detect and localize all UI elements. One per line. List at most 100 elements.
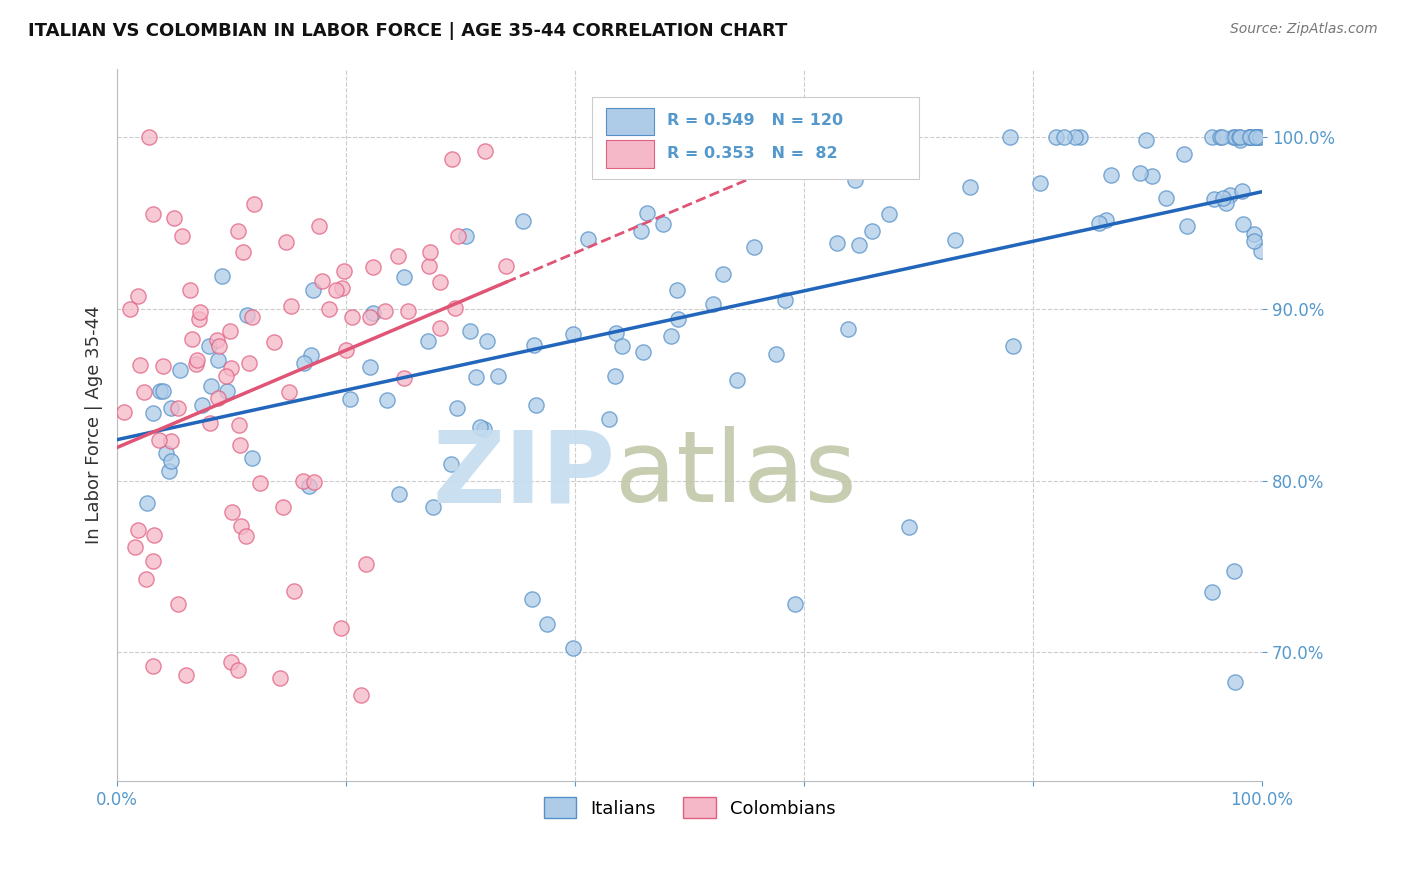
- Point: [422, 500, 444, 514]
- Point: [388, 487, 411, 501]
- Point: [827, 235, 849, 250]
- Point: [226, 663, 249, 677]
- Point: [877, 207, 900, 221]
- Point: [240, 310, 263, 324]
- Point: [464, 369, 486, 384]
- Point: [1045, 130, 1067, 145]
- FancyBboxPatch shape: [606, 108, 654, 135]
- Point: [238, 356, 260, 370]
- Point: [576, 231, 599, 245]
- Point: [1239, 130, 1261, 145]
- Point: [524, 398, 547, 412]
- Point: [474, 422, 496, 436]
- Point: [1001, 339, 1024, 353]
- Point: [998, 130, 1021, 145]
- Point: [363, 306, 385, 320]
- Point: [1201, 130, 1223, 145]
- Point: [135, 496, 157, 510]
- Point: [159, 454, 181, 468]
- Point: [325, 283, 347, 297]
- Point: [446, 401, 468, 415]
- Point: [1232, 217, 1254, 231]
- Point: [1247, 130, 1270, 145]
- Point: [1140, 169, 1163, 184]
- Point: [374, 304, 396, 318]
- Point: [215, 369, 238, 384]
- Point: [520, 592, 543, 607]
- Point: [359, 359, 381, 374]
- Point: [278, 384, 301, 399]
- Point: [1244, 130, 1267, 145]
- Point: [332, 263, 354, 277]
- Point: [1229, 133, 1251, 147]
- Point: [142, 207, 165, 221]
- Point: [1222, 130, 1244, 145]
- Point: [1227, 130, 1250, 145]
- Point: [142, 406, 165, 420]
- Point: [1029, 176, 1052, 190]
- Point: [361, 260, 384, 274]
- Point: [943, 233, 966, 247]
- Point: [1209, 130, 1232, 145]
- Point: [1239, 130, 1261, 145]
- Point: [339, 392, 361, 406]
- Point: [443, 301, 465, 315]
- Point: [416, 334, 439, 349]
- Point: [844, 173, 866, 187]
- Point: [292, 474, 315, 488]
- Point: [440, 153, 463, 167]
- Point: [561, 641, 583, 656]
- Point: [166, 401, 188, 415]
- Point: [298, 479, 321, 493]
- Text: atlas: atlas: [616, 426, 856, 523]
- Point: [349, 688, 371, 702]
- Point: [243, 197, 266, 211]
- Point: [598, 411, 620, 425]
- Point: [152, 384, 174, 398]
- Point: [191, 398, 214, 412]
- Point: [1223, 675, 1246, 690]
- Point: [263, 334, 285, 349]
- Point: [159, 401, 181, 416]
- Point: [207, 338, 229, 352]
- Point: [283, 583, 305, 598]
- Point: [630, 224, 652, 238]
- Point: [1222, 564, 1244, 578]
- Point: [112, 405, 135, 419]
- Point: [1244, 130, 1267, 145]
- Point: [211, 269, 233, 284]
- Point: [523, 338, 546, 352]
- FancyBboxPatch shape: [606, 140, 654, 168]
- Point: [1204, 192, 1226, 206]
- Point: [1211, 130, 1233, 145]
- Point: [1239, 130, 1261, 145]
- Point: [198, 339, 221, 353]
- Point: [219, 361, 242, 376]
- FancyBboxPatch shape: [592, 97, 918, 179]
- Point: [152, 359, 174, 373]
- Text: Source: ZipAtlas.com: Source: ZipAtlas.com: [1230, 22, 1378, 37]
- Point: [785, 597, 807, 611]
- Point: [1069, 130, 1091, 145]
- Point: [860, 224, 883, 238]
- Point: [159, 434, 181, 449]
- Point: [226, 224, 249, 238]
- Point: [1243, 234, 1265, 248]
- Point: [1201, 585, 1223, 599]
- Point: [356, 558, 378, 572]
- Point: [1095, 213, 1118, 227]
- Point: [142, 658, 165, 673]
- Point: [240, 451, 263, 466]
- Point: [340, 310, 363, 324]
- Point: [439, 458, 461, 472]
- Point: [143, 528, 166, 542]
- Point: [329, 621, 352, 635]
- Point: [474, 144, 496, 158]
- Text: ITALIAN VS COLOMBIAN IN LABOR FORCE | AGE 35-44 CORRELATION CHART: ITALIAN VS COLOMBIAN IN LABOR FORCE | AG…: [28, 22, 787, 40]
- Point: [475, 334, 498, 348]
- Point: [742, 240, 765, 254]
- Point: [228, 417, 250, 432]
- Point: [418, 260, 440, 274]
- Point: [188, 305, 211, 319]
- Point: [138, 130, 160, 145]
